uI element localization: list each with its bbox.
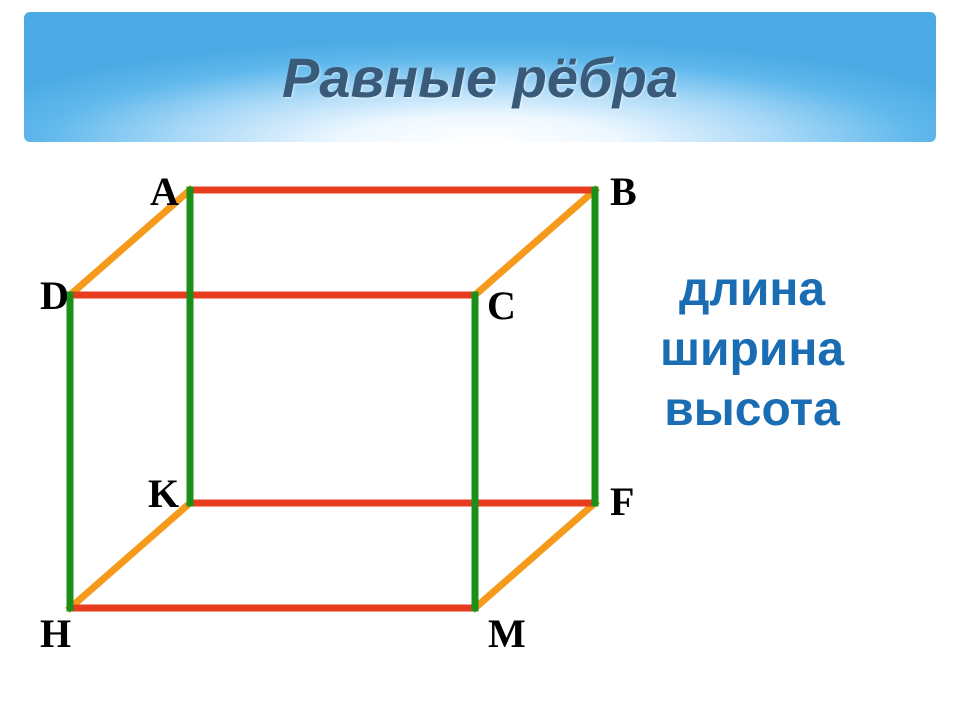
cube-diagram: A B D C K F H M (40, 160, 640, 700)
vertex-label-F: F (610, 478, 634, 525)
cube-svg (40, 160, 640, 700)
edge-HK (70, 503, 190, 608)
page-title: Равные рёбра (282, 45, 678, 110)
vertex-label-A: A (150, 168, 179, 215)
label-width: ширина (660, 320, 844, 380)
vertex-label-D: D (40, 272, 69, 319)
edge-MF (475, 503, 595, 608)
dimension-labels: длина ширина высота (660, 260, 844, 440)
label-height: высота (660, 380, 844, 440)
vertex-label-H: H (40, 610, 71, 657)
vertex-label-B: B (610, 168, 637, 215)
vertex-label-K: K (148, 470, 179, 517)
title-banner: Равные рёбра (24, 12, 936, 142)
vertex-label-M: M (488, 610, 526, 657)
label-length: длина (660, 260, 844, 320)
edge-CB (475, 190, 595, 295)
vertex-label-C: C (487, 282, 516, 329)
